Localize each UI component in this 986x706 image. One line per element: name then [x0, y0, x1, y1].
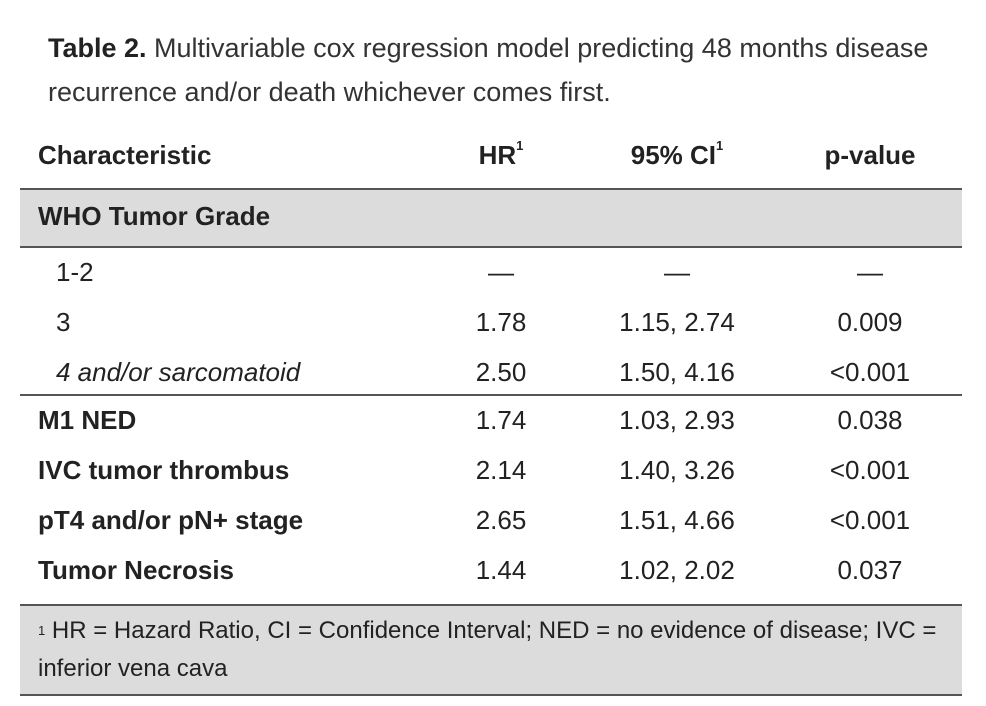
regression-table: Characteristic HR1 95% CI1 p-value WHO T… — [20, 128, 962, 696]
header-pvalue: p-value — [824, 140, 916, 170]
group-row-who-grade: WHO Tumor Grade — [20, 190, 962, 248]
row-hr: 1.74 — [475, 405, 527, 435]
row-ci: 1.15, 2.74 — [619, 307, 735, 337]
table-row: 1-2 — — — — [20, 248, 962, 298]
row-hr: — — [488, 257, 514, 287]
header-hr: HR1 — [456, 138, 546, 171]
row-pvalue: <0.001 — [829, 505, 911, 535]
table-caption: Table 2. Multivariable cox regression mo… — [48, 26, 968, 114]
row-ci: — — [664, 257, 690, 287]
row-label: 4 and/or sarcomatoid — [56, 357, 301, 387]
table-footnote: 1 HR = Hazard Ratio, CI = Confidence Int… — [20, 604, 962, 696]
row-ci: 1.02, 2.02 — [619, 555, 735, 585]
row-ci: 1.40, 3.26 — [619, 455, 735, 485]
row-hr: 2.14 — [475, 455, 527, 485]
table-row: M1 NED 1.74 1.03, 2.93 0.038 — [20, 396, 962, 446]
row-ci: 1.50, 4.16 — [619, 357, 735, 387]
row-ci: 1.51, 4.66 — [619, 505, 735, 535]
group-label: WHO Tumor Grade — [38, 201, 271, 231]
table-row: pT4 and/or pN+ stage 2.65 1.51, 4.66 <0.… — [20, 496, 962, 546]
row-pvalue: — — [857, 257, 883, 287]
row-label: Tumor Necrosis — [38, 555, 235, 585]
row-pvalue: 0.038 — [837, 405, 903, 435]
row-label: pT4 and/or pN+ stage — [38, 505, 304, 535]
header-ci-footnote: 1 — [716, 138, 724, 153]
footnote-text: HR = Hazard Ratio, CI = Confidence Inter… — [38, 617, 937, 682]
row-label: 3 — [56, 307, 71, 337]
header-ci: 95% CI1 — [582, 138, 772, 171]
row-hr: 1.78 — [475, 307, 527, 337]
section-divider — [20, 394, 962, 396]
caption-text: Multivariable cox regression model predi… — [48, 33, 929, 107]
row-label: M1 NED — [38, 405, 137, 435]
footnote-mark: 1 — [38, 623, 46, 638]
table-header: Characteristic HR1 95% CI1 p-value — [20, 128, 962, 190]
header-ci-label: 95% CI — [630, 140, 717, 170]
table-row: IVC tumor thrombus 2.14 1.40, 3.26 <0.00… — [20, 446, 962, 496]
row-label: IVC tumor thrombus — [38, 455, 290, 485]
row-pvalue: <0.001 — [829, 455, 911, 485]
table-row: 4 and/or sarcomatoid 2.50 1.50, 4.16 <0.… — [20, 348, 962, 394]
caption-label: Table 2. — [48, 33, 147, 63]
row-label: 1-2 — [56, 257, 94, 287]
table-row: 3 1.78 1.15, 2.74 0.009 — [20, 298, 962, 348]
header-hr-label: HR — [478, 140, 517, 170]
row-pvalue: <0.001 — [829, 357, 911, 387]
row-pvalue: 0.009 — [837, 307, 903, 337]
row-ci: 1.03, 2.93 — [619, 405, 735, 435]
header-characteristic: Characteristic — [38, 140, 212, 170]
table-row: Tumor Necrosis 1.44 1.02, 2.02 0.037 — [20, 546, 962, 596]
row-hr: 2.65 — [475, 505, 527, 535]
row-hr: 2.50 — [475, 357, 527, 387]
row-hr: 1.44 — [475, 555, 527, 585]
header-hr-footnote: 1 — [516, 138, 524, 153]
row-pvalue: 0.037 — [837, 555, 903, 585]
